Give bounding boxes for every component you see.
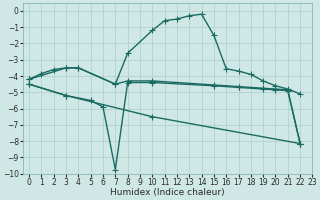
X-axis label: Humidex (Indice chaleur): Humidex (Indice chaleur) — [110, 188, 225, 197]
